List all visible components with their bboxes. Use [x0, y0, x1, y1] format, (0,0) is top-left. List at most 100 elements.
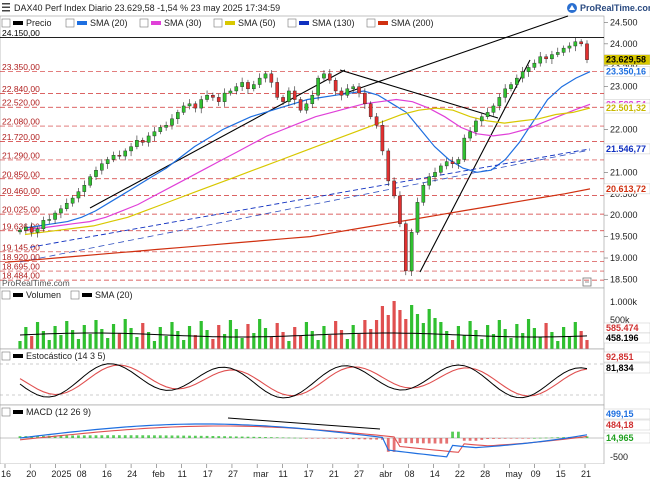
- candle-body: [363, 92, 367, 105]
- macd-panel[interactable]: MACD (12 26 9): [0, 404, 605, 465]
- volume-bar: [158, 327, 162, 349]
- volume-bar: [76, 339, 81, 349]
- macd-histogram-bar: [158, 435, 162, 438]
- volume-bar: [205, 330, 209, 349]
- candle-body: [345, 88, 350, 96]
- volume-bar: [450, 340, 455, 349]
- legend-swatch: [13, 21, 23, 25]
- x-axis-label: 16: [102, 469, 112, 479]
- macd-histogram-bar: [229, 436, 232, 438]
- legend-swatch: [13, 410, 23, 414]
- candle-body: [199, 99, 204, 109]
- candle-body: [567, 45, 572, 49]
- x-axis-label: 08: [77, 469, 87, 479]
- sma-lines: [4, 71, 591, 263]
- candle-body: [427, 176, 431, 186]
- macd-histogram-bar: [129, 435, 133, 438]
- macd-value-tag: [603, 408, 650, 420]
- price-value-tag-text: 22.501,32: [606, 103, 646, 113]
- macd-histogram-bar: [293, 437, 297, 439]
- macd-histogram-bar: [117, 435, 121, 438]
- x-axis-label: feb: [152, 469, 165, 479]
- candle-body: [193, 103, 198, 109]
- price-legend: Precio SMA (20) SMA (30) SMA (50) SMA (130) S…: [1, 18, 434, 28]
- level-label: 20.850,00: [2, 169, 40, 179]
- macd-axis-label: -500: [610, 452, 628, 462]
- candle-body: [415, 202, 420, 233]
- macd-histogram-bar: [18, 436, 22, 438]
- candle-body: [468, 131, 472, 139]
- candle-body: [234, 86, 239, 92]
- legend-label: MACD (12 26 9): [26, 407, 91, 417]
- macd-histogram-bar: [416, 438, 419, 444]
- candle-body: [310, 95, 315, 105]
- macd-histogram-bar: [153, 435, 156, 438]
- watermark: ProRealTime.com: [2, 278, 70, 288]
- candle-body: [544, 56, 548, 60]
- stochastic-panel[interactable]: Estocástico (14 3 5): [0, 348, 605, 406]
- legend-checkbox: [1, 290, 11, 300]
- legend-label: SMA (20): [95, 290, 133, 300]
- candle-body: [374, 116, 379, 126]
- price-value-tag-text: 21.546,77: [606, 144, 646, 154]
- volume-bar: [240, 338, 244, 349]
- volume-value-tag-text: 585.474: [606, 323, 639, 333]
- level-label: 20.025,00: [2, 205, 40, 215]
- volume-bar: [398, 310, 402, 349]
- candle-body: [257, 77, 262, 85]
- candle-body: [509, 84, 513, 90]
- settings-icon[interactable]: [582, 277, 592, 287]
- candle-body: [497, 97, 502, 107]
- candle-body: [515, 77, 519, 85]
- candle-body: [94, 170, 98, 177]
- volume-bar: [176, 331, 180, 349]
- volume-bar: [129, 328, 133, 349]
- macd-histogram-bar: [544, 437, 548, 439]
- candle-body: [403, 223, 408, 272]
- candle-body: [439, 165, 443, 173]
- macd-histogram-bar: [427, 438, 431, 444]
- volume-bar: [456, 326, 461, 349]
- legend-swatch: [225, 21, 235, 25]
- price-value-tag-text: 23.350,16: [606, 67, 646, 77]
- legend-swatch: [82, 293, 92, 297]
- legend-swatch: [13, 354, 23, 358]
- legend-checkbox: [1, 407, 11, 417]
- stochastic-lines: [0, 363, 604, 399]
- hamburger-icon[interactable]: [2, 3, 10, 12]
- volume-sma-line: [19, 332, 588, 338]
- trendline: [19, 149, 591, 263]
- candle-body: [269, 73, 274, 83]
- volume-bar: [433, 318, 437, 349]
- macd-trendline: [227, 417, 381, 430]
- candle-body: [298, 99, 303, 111]
- legend-label: SMA (30): [164, 18, 202, 28]
- volume-bar: [316, 340, 320, 349]
- volume-bar: [345, 339, 349, 349]
- macd-histogram-bar: [123, 435, 127, 438]
- trendline: [339, 69, 499, 119]
- candle-body: [140, 140, 145, 143]
- price-panel[interactable]: 24.150,00 23.350,00 22.840,00 22.520,00 22.0…: [0, 15, 605, 289]
- candle-body: [158, 127, 163, 132]
- macd-histogram-bar: [357, 438, 361, 440]
- volume-bar: [410, 305, 414, 349]
- stoch-k-line: [19, 363, 588, 399]
- candle-body: [100, 163, 104, 171]
- candle-body: [328, 73, 332, 81]
- macd-histogram-bar: [176, 435, 180, 438]
- volume-bar: [445, 331, 449, 349]
- candle-body: [444, 161, 449, 167]
- level-label: 24.150,00: [2, 28, 40, 38]
- volume-bar: [111, 324, 116, 349]
- volume-bar: [374, 320, 379, 349]
- macd-histogram-bar: [36, 435, 39, 438]
- candle-body: [176, 112, 180, 120]
- price-value-tag: [603, 183, 650, 195]
- volume-panel[interactable]: Volumen SMA (20): [0, 287, 605, 350]
- candle-body: [70, 197, 75, 204]
- level-label: 22.520,00: [2, 98, 40, 108]
- volume-bar: [18, 341, 22, 349]
